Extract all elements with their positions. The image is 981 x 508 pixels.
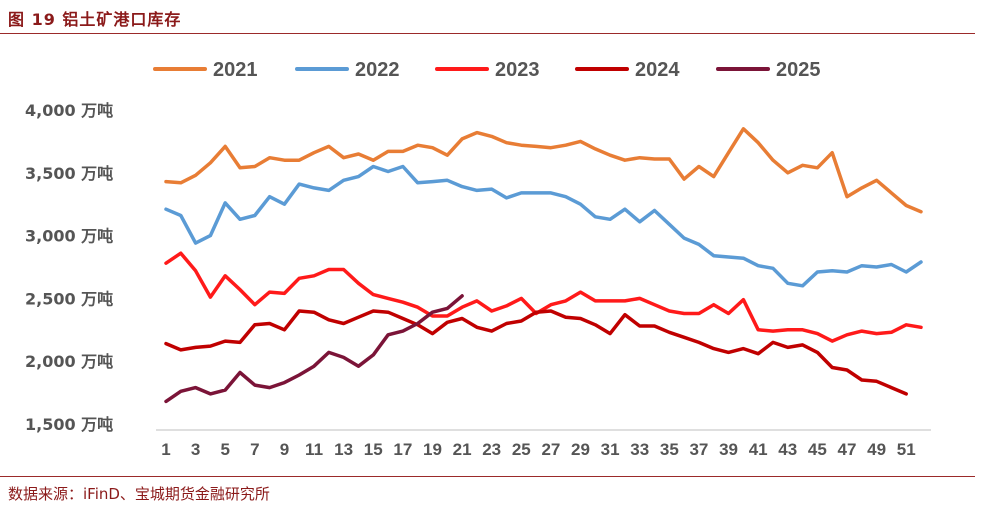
x-tick-label: 21	[453, 440, 472, 459]
x-axis: 1 3 5 7 9 11 13 15 17 19 21 23 25 27 29 31 33 35 37 39 41 43 4…	[161, 440, 915, 459]
series-line-2024	[164, 309, 908, 396]
x-tick-label: 7	[250, 440, 259, 459]
x-tick-label: 47	[838, 440, 857, 459]
y-tick-label: 4,000 万吨	[25, 101, 113, 120]
x-tick-label: 3	[191, 440, 200, 459]
x-tick-label: 17	[393, 440, 412, 459]
x-tick-label: 25	[512, 440, 531, 459]
series-group	[164, 127, 923, 404]
y-tick-label: 3,500 万吨	[25, 164, 113, 183]
x-tick-label: 45	[808, 440, 827, 459]
x-tick-label: 51	[897, 440, 916, 459]
footer-divider	[0, 476, 975, 477]
legend-label-2023: 2023	[495, 59, 540, 81]
y-axis: 1,500 万吨 2,000 万吨 2,500 万吨 3,000 万吨 3,500 万吨…	[25, 101, 113, 434]
data-source: 数据来源：iFinD、宝城期货金融研究所	[8, 485, 270, 503]
x-tick-label: 19	[423, 440, 442, 459]
y-tick-label: 3,000 万吨	[25, 227, 113, 246]
x-tick-label: 35	[660, 440, 679, 459]
chart-legend: 2021 2022 2023 2024 2025	[153, 59, 821, 81]
legend-label-2024: 2024	[635, 59, 680, 81]
figure-title: 图 19 铝土矿港口库存	[8, 10, 182, 29]
x-tick-label: 37	[689, 440, 708, 459]
x-tick-label: 27	[541, 440, 560, 459]
x-tick-label: 33	[630, 440, 649, 459]
legend-label-2022: 2022	[355, 59, 400, 81]
x-tick-label: 1	[161, 440, 170, 459]
legend-label-2021: 2021	[213, 59, 258, 81]
series-line-2023	[164, 251, 923, 343]
x-tick-label: 49	[867, 440, 886, 459]
series-line-2022	[164, 164, 923, 288]
x-tick-label: 23	[482, 440, 501, 459]
x-tick-label: 13	[334, 440, 353, 459]
x-tick-label: 41	[749, 440, 768, 459]
series-line-2025	[164, 294, 464, 404]
x-tick-label: 5	[220, 440, 229, 459]
title-divider	[0, 33, 975, 34]
x-tick-label: 43	[778, 440, 797, 459]
x-tick-label: 31	[601, 440, 620, 459]
legend-label-2025: 2025	[776, 59, 821, 81]
series-line-2021	[164, 127, 923, 214]
y-tick-label: 2,000 万吨	[25, 352, 113, 371]
x-tick-label: 29	[571, 440, 590, 459]
x-tick-label: 11	[305, 440, 323, 459]
x-tick-label: 39	[719, 440, 738, 459]
y-tick-label: 2,500 万吨	[25, 289, 113, 308]
y-tick-label: 1,500 万吨	[25, 415, 113, 434]
x-tick-label: 9	[280, 440, 289, 459]
x-tick-label: 15	[364, 440, 383, 459]
